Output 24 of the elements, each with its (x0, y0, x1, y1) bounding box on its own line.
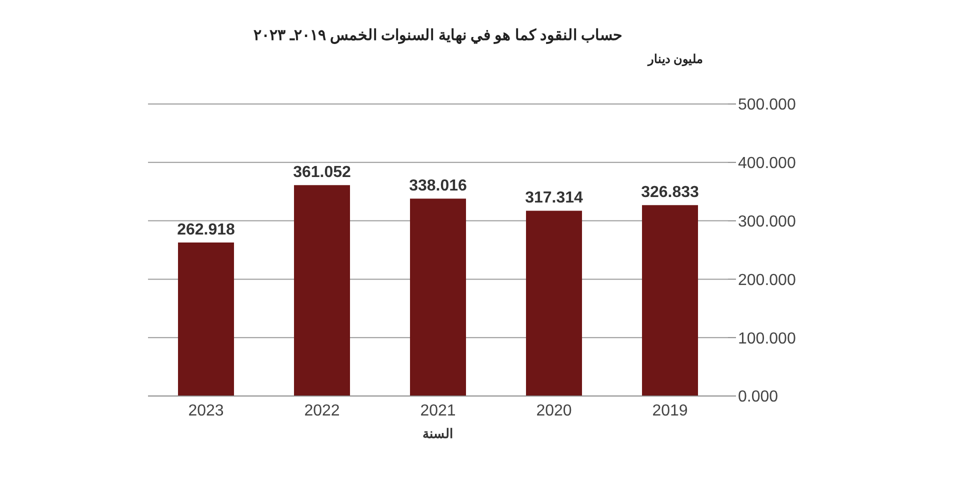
y-tick-label: 400.000 (738, 155, 796, 172)
x-tick-label: 2021 (420, 402, 456, 420)
bar (178, 242, 234, 396)
bar (642, 205, 698, 396)
x-axis-title: السنة (422, 426, 454, 441)
x-tick-label: 2022 (304, 402, 340, 420)
x-tick-label: 2019 (652, 402, 688, 420)
chart-title: حساب النقود كما هو في نهاية السنوات الخمس ٢٠١٩ـ ٢٠٢٣ (252, 26, 624, 44)
y-tick-label: 200.000 (738, 272, 796, 289)
y-tick-label: 0.000 (738, 388, 778, 406)
data-label: 317.314 (525, 190, 584, 207)
x-tick-label: 2023 (188, 402, 224, 420)
y-tick-label: 500.000 (738, 96, 796, 114)
y-axis-title: مليون دينار (648, 52, 702, 66)
data-label: 361.052 (293, 164, 352, 182)
data-label: 338.016 (409, 178, 468, 195)
data-label: 262.918 (177, 221, 236, 238)
bar (294, 185, 350, 396)
data-label: 326.833 (641, 184, 700, 202)
x-tick-label: 2020 (536, 402, 572, 420)
bar (526, 210, 582, 396)
bar (410, 198, 466, 396)
y-tick-label: 100.000 (738, 330, 796, 348)
y-tick-label: 300.000 (738, 213, 796, 230)
